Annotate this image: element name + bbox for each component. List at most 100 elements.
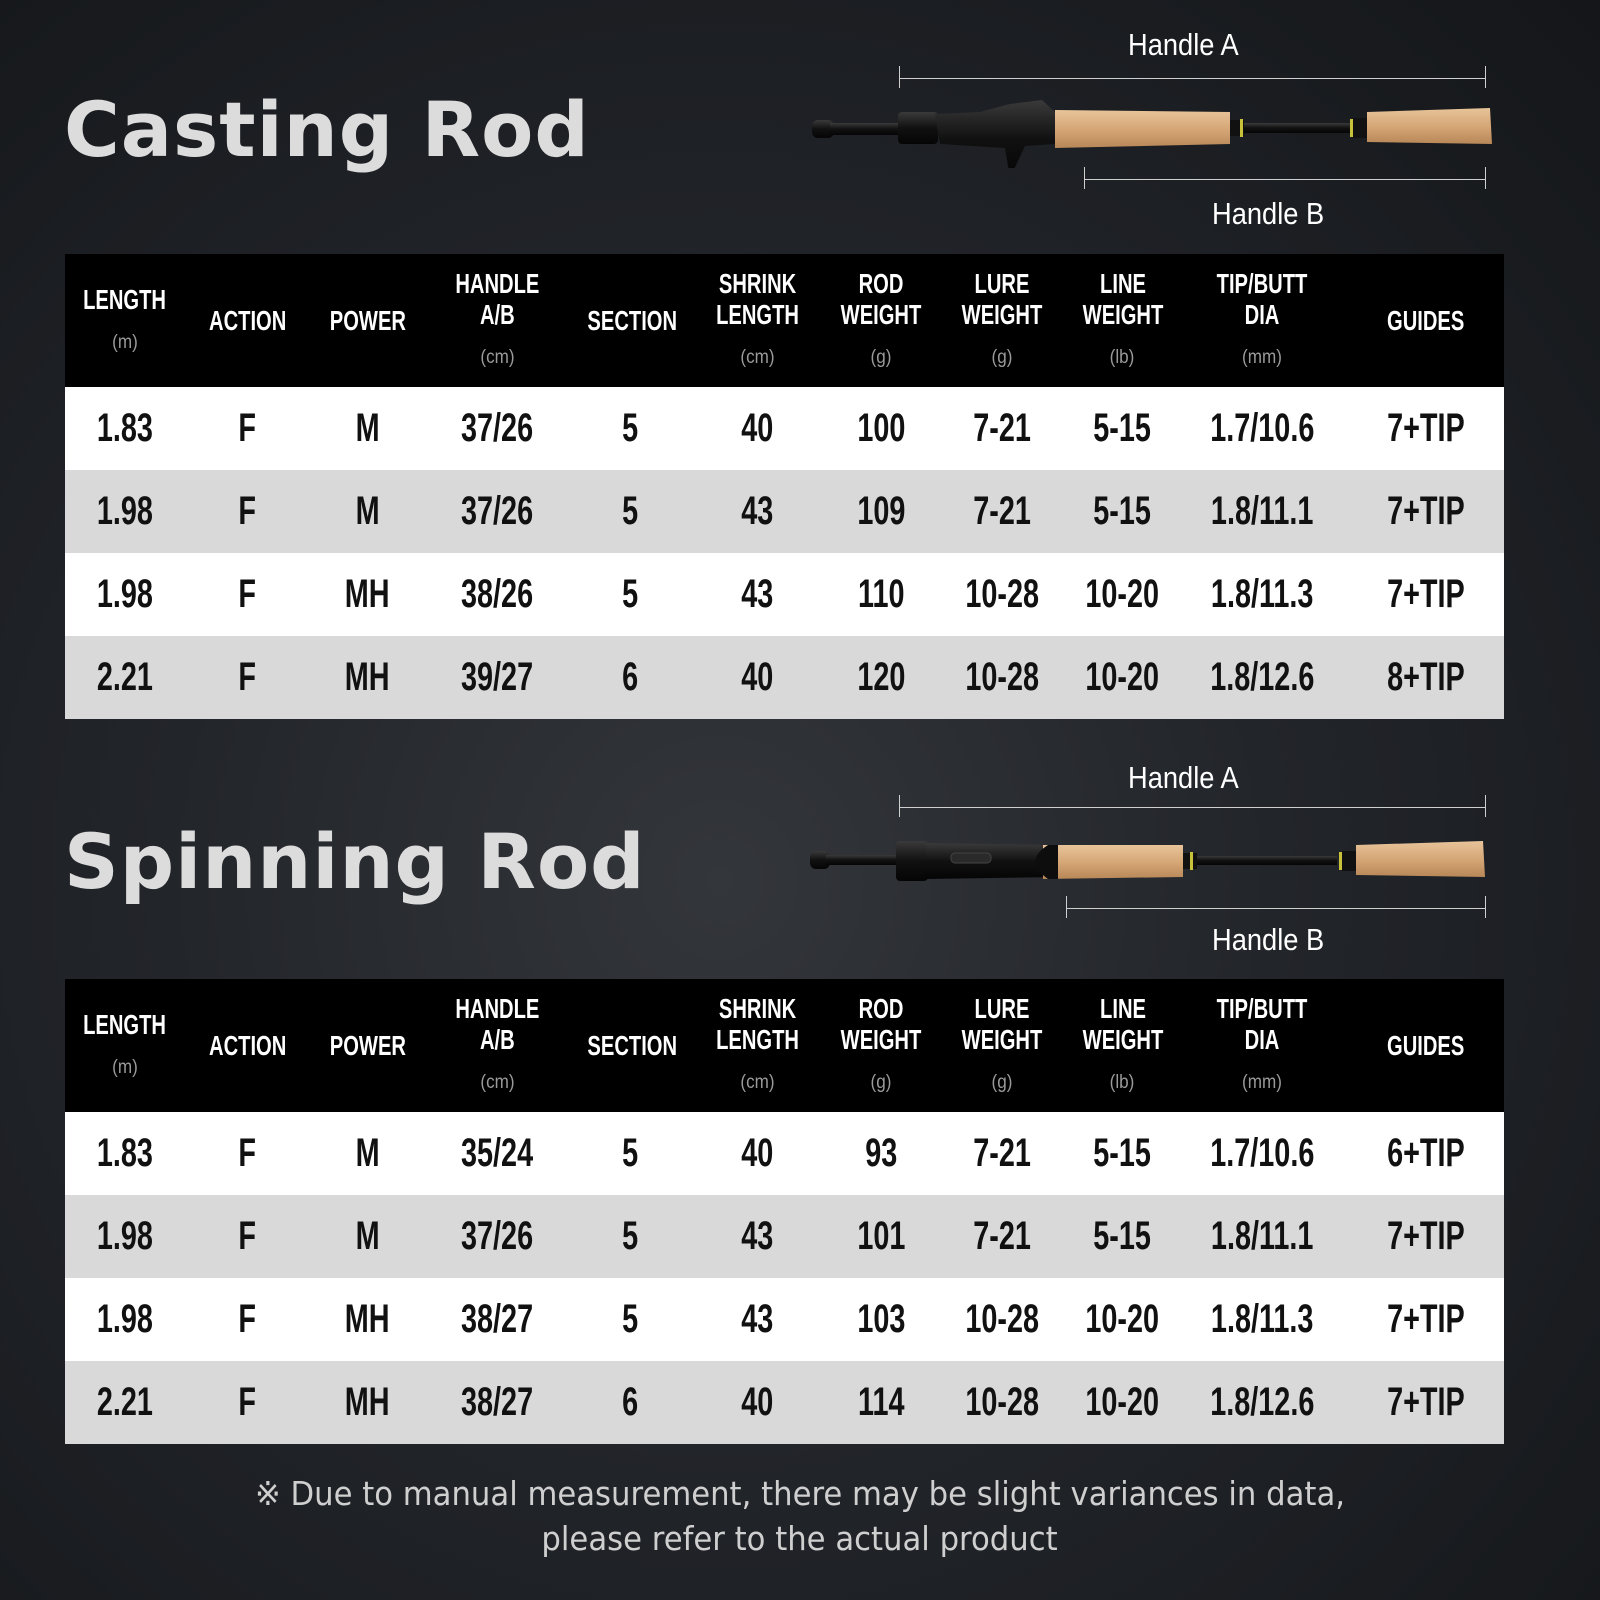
- table-header-row: LENGTH (m) ACTION POWER HANDLE A/B (cm) SE…: [65, 979, 1504, 1112]
- table-cell: F: [185, 553, 310, 636]
- table-cell: 5: [570, 1195, 690, 1278]
- table-cell: 37/26: [425, 387, 570, 470]
- table-cell: 7+TIP: [1347, 1278, 1504, 1361]
- col-header-handle: HANDLE A/B (cm): [425, 979, 570, 1112]
- spinning-rod-image: [810, 841, 1485, 881]
- table-cell: 38/27: [425, 1278, 570, 1361]
- table-cell: 6: [570, 1361, 690, 1444]
- table-cell: MH: [310, 1361, 425, 1444]
- col-header-power: POWER: [310, 254, 425, 387]
- footnote: ※ Due to manual measurement, there may b…: [0, 1471, 1600, 1561]
- table-cell: 5: [570, 553, 690, 636]
- table-cell: 38/26: [425, 553, 570, 636]
- table-cell: 40: [690, 1361, 825, 1444]
- table-cell: F: [185, 1361, 310, 1444]
- casting-rod-image: [812, 100, 1492, 168]
- table-cell: M: [310, 387, 425, 470]
- table-header-row: LENGTH (m) ACTION POWER HANDLE A/B (cm) SE…: [65, 254, 1504, 387]
- table-cell: 114: [825, 1361, 937, 1444]
- table-cell: 10-20: [1067, 1361, 1177, 1444]
- table-cell: 7+TIP: [1347, 470, 1504, 553]
- table-cell: 10-20: [1067, 636, 1177, 719]
- table-cell: 10-20: [1067, 1278, 1177, 1361]
- col-header-length: LENGTH (m): [65, 254, 185, 387]
- col-header-handle: HANDLE A/B (cm): [425, 254, 570, 387]
- table-cell: 120: [825, 636, 937, 719]
- table-cell: MH: [310, 1278, 425, 1361]
- col-header-line-weight: LINE WEIGHT (lb): [1067, 254, 1177, 387]
- casting-rod-title: Casting Rod: [64, 85, 590, 174]
- table-cell: 1.98: [65, 553, 185, 636]
- table-cell: 1.98: [65, 1195, 185, 1278]
- table-cell: 1.98: [65, 1278, 185, 1361]
- table-cell: 1.8/12.6: [1177, 636, 1347, 719]
- table-cell: 7+TIP: [1347, 553, 1504, 636]
- col-header-guides: GUIDES: [1347, 254, 1504, 387]
- handle-a-label: Handle A: [1128, 27, 1239, 62]
- table-cell: F: [185, 1195, 310, 1278]
- table-cell: 7+TIP: [1347, 387, 1504, 470]
- table-cell: 40: [690, 387, 825, 470]
- table-cell: 100: [825, 387, 937, 470]
- footnote-line-1: ※ Due to manual measurement, there may b…: [254, 1474, 1346, 1513]
- table-cell: 5: [570, 1278, 690, 1361]
- table-row: 1.98 F MH 38/27 5 43 103 10-28 10-20 1.8/11.3 7+TI…: [65, 1278, 1504, 1361]
- table-row: 1.98 F M 37/26 5 43 101 7-21 5-15 1.8/11.1 7+TIP: [65, 1195, 1504, 1278]
- table-cell: 7-21: [937, 387, 1067, 470]
- handle-a-label: Handle A: [1128, 760, 1239, 795]
- col-header-rod-weight: ROD WEIGHT (g): [825, 254, 937, 387]
- table-cell: 37/26: [425, 1195, 570, 1278]
- table-cell: 7-21: [937, 470, 1067, 553]
- table-cell: 7-21: [937, 1195, 1067, 1278]
- col-header-length: LENGTH (m): [65, 979, 185, 1112]
- col-header-power: POWER: [310, 979, 425, 1112]
- table-cell: 7-21: [937, 1112, 1067, 1195]
- table-cell: M: [310, 1195, 425, 1278]
- table-cell: 93: [825, 1112, 937, 1195]
- table-cell: 8+TIP: [1347, 636, 1504, 719]
- handle-b-label: Handle B: [1212, 196, 1325, 231]
- col-header-guides: GUIDES: [1347, 979, 1504, 1112]
- col-header-shrink-length: SHRINK LENGTH (cm): [690, 254, 825, 387]
- table-row: 2.21 F MH 39/27 6 40 120 10-28 10-20 1.8/12.6 8+TI…: [65, 636, 1504, 719]
- table-cell: 5: [570, 387, 690, 470]
- table-cell: 10-20: [1067, 553, 1177, 636]
- table-row: 1.98 F M 37/26 5 43 109 7-21 5-15 1.8/11.1 7+TIP: [65, 470, 1504, 553]
- table-cell: F: [185, 387, 310, 470]
- col-header-action: ACTION: [185, 979, 310, 1112]
- table-row: 1.83 F M 35/24 5 40 93 7-21 5-15 1.7/10.6 6+TIP: [65, 1112, 1504, 1195]
- col-header-lure-weight: LURE WEIGHT (g): [937, 254, 1067, 387]
- table-cell: F: [185, 636, 310, 719]
- table-cell: 6+TIP: [1347, 1112, 1504, 1195]
- col-header-lure-weight: LURE WEIGHT (g): [937, 979, 1067, 1112]
- table-cell: 101: [825, 1195, 937, 1278]
- col-header-section: SECTION: [570, 254, 690, 387]
- table-cell: 5-15: [1067, 1112, 1177, 1195]
- table-cell: 1.7/10.6: [1177, 387, 1347, 470]
- table-cell: 6: [570, 636, 690, 719]
- table-row: 1.83 F M 37/26 5 40 100 7-21 5-15 1.7/10.6 7+TIP: [65, 387, 1504, 470]
- spinning-spec-table: LENGTH (m) ACTION POWER HANDLE A/B (cm) SE…: [65, 979, 1504, 1444]
- table-cell: 1.83: [65, 1112, 185, 1195]
- table-cell: 39/27: [425, 636, 570, 719]
- table-cell: 1.98: [65, 470, 185, 553]
- table-cell: 43: [690, 1278, 825, 1361]
- table-cell: 10-28: [937, 1361, 1067, 1444]
- table-cell: 10-28: [937, 1278, 1067, 1361]
- table-cell: M: [310, 470, 425, 553]
- table-cell: 43: [690, 1195, 825, 1278]
- table-cell: 2.21: [65, 1361, 185, 1444]
- table-cell: 5: [570, 1112, 690, 1195]
- table-cell: 103: [825, 1278, 937, 1361]
- table-cell: 43: [690, 470, 825, 553]
- handle-b-label: Handle B: [1212, 922, 1325, 957]
- table-row: 2.21 F MH 38/27 6 40 114 10-28 10-20 1.8/12.6 7+TI…: [65, 1361, 1504, 1444]
- table-cell: 40: [690, 1112, 825, 1195]
- table-cell: 2.21: [65, 636, 185, 719]
- col-header-line-weight: LINE WEIGHT (lb): [1067, 979, 1177, 1112]
- table-cell: 5-15: [1067, 1195, 1177, 1278]
- table-cell: 7+TIP: [1347, 1195, 1504, 1278]
- table-cell: F: [185, 1278, 310, 1361]
- casting-table-body: 1.83 F M 37/26 5 40 100 7-21 5-15 1.7/10.6 7+TIP 1.…: [65, 387, 1504, 719]
- table-cell: 1.7/10.6: [1177, 1112, 1347, 1195]
